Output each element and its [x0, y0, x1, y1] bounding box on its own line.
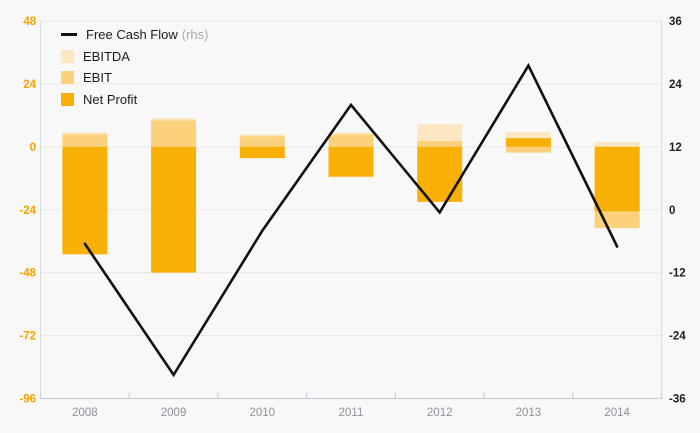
right-axis-tick-label: 12: [669, 142, 682, 154]
net-profit-swatch-icon: [61, 92, 74, 106]
right-axis-tick-label: 36: [669, 16, 682, 28]
bar-ebit-2009: [151, 120, 197, 147]
legend-item-ebitda: EBITDA: [61, 46, 208, 68]
bar-net-profit-2011: [328, 146, 374, 177]
left-axis-tick-label: -24: [19, 205, 36, 217]
bar-net-profit-2010: [239, 146, 285, 159]
x-axis-category-label: 2013: [516, 407, 542, 419]
bar-net-profit-2014: [594, 146, 640, 212]
line-free-cash-flow: [83, 62, 619, 378]
right-axis-tick-label: -36: [669, 394, 686, 406]
right-axis-tick-label: 0: [669, 205, 675, 217]
bar-net-profit-2009: [151, 146, 197, 273]
legend-label-net-profit: Net Profit: [83, 91, 138, 107]
bar-ebit-2011: [328, 134, 374, 147]
x-axis-category-label: 2012: [427, 407, 453, 419]
right-axis-tick-label: -24: [669, 331, 686, 343]
line-swatch-icon: [61, 33, 77, 37]
bar-net-profit-2013: [505, 138, 551, 147]
legend-label-free-cash-flow: Free Cash Flow: [86, 27, 178, 43]
left-axis-tick-label: 0: [30, 142, 36, 154]
bar-ebit-2013: [505, 146, 551, 153]
bar-ebit-2012: [417, 141, 463, 147]
bar-net-profit-2008: [62, 146, 108, 255]
left-axis-tick-label: -48: [19, 268, 36, 280]
x-axis-category-label: 2014: [604, 407, 630, 419]
bar-ebitda-2014: [594, 142, 640, 147]
legend-item-net-profit: Net Profit: [61, 89, 208, 111]
x-axis-category-label: 2008: [72, 407, 98, 419]
bar-ebit-2008: [62, 134, 108, 147]
legend-rhs-suffix: (rhs): [181, 27, 209, 43]
left-axis-tick-label: 48: [23, 16, 36, 28]
chart-legend: Free Cash Flow (rhs) EBITDA EBIT Net Pro…: [61, 24, 208, 110]
legend-item-free-cash-flow: Free Cash Flow (rhs): [61, 24, 208, 46]
x-axis-category-label: 2011: [339, 407, 364, 419]
legend-item-ebit: EBIT: [61, 67, 208, 89]
x-axis-category-label: 2010: [249, 407, 275, 419]
ebitda-swatch-icon: [61, 49, 74, 63]
legend-label-ebit: EBIT: [83, 70, 112, 86]
right-axis-tick-label: 24: [669, 79, 682, 91]
left-axis-tick-label: -96: [19, 394, 36, 406]
bar-ebit-2010: [239, 136, 285, 147]
legend-label-ebitda: EBITDA: [83, 48, 130, 64]
ebit-swatch-icon: [61, 71, 74, 85]
right-axis-tick-label: -12: [669, 268, 686, 280]
left-axis-tick-label: -72: [19, 331, 36, 343]
x-axis-category-label: 2009: [161, 407, 187, 419]
left-axis-tick-label: 24: [23, 79, 36, 91]
